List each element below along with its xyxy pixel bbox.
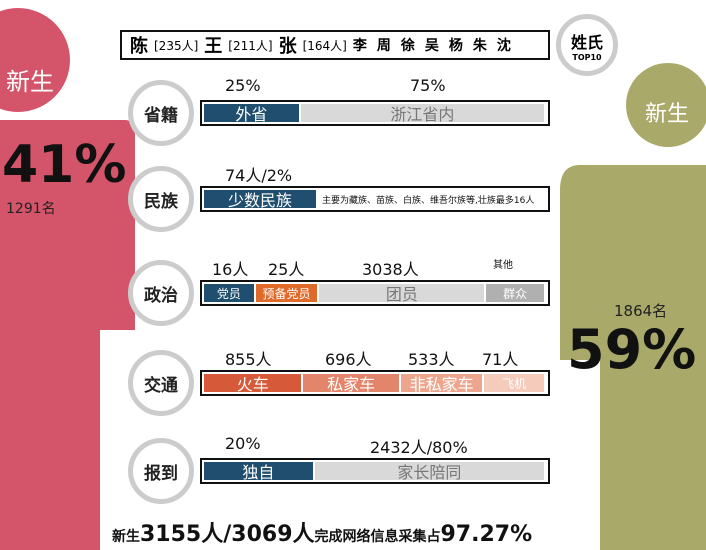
top-label: 25% bbox=[225, 76, 261, 95]
top-label: 74人/2% bbox=[225, 166, 293, 185]
footer-text: 完成网络信息采集占 bbox=[314, 529, 441, 545]
surname: 周 bbox=[376, 38, 391, 54]
surname: 徐 bbox=[400, 38, 415, 54]
segment: 家长陪同 bbox=[314, 462, 544, 482]
row-label: 交通 bbox=[128, 350, 194, 416]
segment: 浙江省内 bbox=[300, 104, 544, 124]
segment: 飞机 bbox=[484, 374, 544, 392]
bar: 少数民族 主要为藏族、苗族、白族、维吾尔族等,壮族最多16人 bbox=[200, 186, 550, 212]
surname: 杨 bbox=[448, 38, 463, 54]
top-label: 2432人/80% bbox=[370, 438, 468, 457]
top-label: 696人 bbox=[325, 350, 372, 369]
top-label: 3038人 bbox=[362, 260, 419, 279]
surname: 张 bbox=[278, 36, 297, 57]
row-label: 省籍 bbox=[128, 80, 194, 146]
top-label: 16人 bbox=[212, 260, 249, 279]
surname: 陈 bbox=[130, 36, 148, 57]
surname-bar: 陈 [235人] 王 [211人] 张 [164人] 李周徐吴杨朱沈 bbox=[120, 30, 550, 60]
surname: 沈 bbox=[496, 38, 511, 54]
surname: 王 bbox=[204, 36, 223, 57]
segment: 独自 bbox=[204, 462, 313, 482]
segment: 少数民族 bbox=[204, 190, 316, 210]
surname: 吴 bbox=[424, 38, 439, 54]
surname: 李 bbox=[352, 38, 367, 54]
bar: 火车 私家车 非私家车 飞机 bbox=[200, 370, 550, 396]
badge-title: 姓氏 bbox=[570, 33, 603, 52]
top-label: 855人 bbox=[225, 350, 272, 369]
footer-text: 新生 bbox=[112, 529, 140, 545]
segment: 团员 bbox=[319, 284, 485, 304]
left-count: 1291名 bbox=[6, 201, 56, 217]
surname-count: [211人] bbox=[228, 38, 273, 53]
footer-percent: 97.27% bbox=[440, 522, 533, 547]
surname: 朱 bbox=[472, 38, 487, 54]
segment: 预备党员 bbox=[255, 284, 318, 302]
right-count: 1864名 bbox=[614, 302, 668, 320]
top-label: 20% bbox=[225, 434, 261, 453]
top-label: 其他 bbox=[493, 260, 513, 271]
bar: 党员 预备党员 团员 群众 bbox=[200, 280, 550, 306]
top-label: 25人 bbox=[268, 260, 305, 279]
segment: 外省 bbox=[204, 104, 299, 124]
bar: 独自 家长陪同 bbox=[200, 458, 550, 484]
row-label: 民族 bbox=[128, 166, 194, 232]
top-label: 75% bbox=[410, 76, 446, 95]
top-label: 71人 bbox=[482, 350, 519, 369]
badge-sub: TOP10 bbox=[572, 53, 602, 62]
badge: 姓氏 TOP10 bbox=[556, 14, 618, 76]
segment: 党员 bbox=[204, 284, 254, 302]
right-label: 新生 bbox=[645, 102, 690, 127]
right-percent: 59% bbox=[567, 318, 697, 381]
surname-count: [164人] bbox=[302, 38, 347, 53]
note: 主要为藏族、苗族、白族、维吾尔族等,壮族最多16人 bbox=[322, 195, 535, 206]
footer-count: 3155人/3069人 bbox=[140, 522, 315, 547]
row-label: 报到 bbox=[128, 438, 194, 504]
segment: 火车 bbox=[204, 374, 302, 394]
bar: 外省 浙江省内 bbox=[200, 100, 550, 126]
left-percent: 41% bbox=[2, 135, 127, 195]
footer: 新生3155人/3069人完成网络信息采集占97.27% bbox=[112, 516, 532, 548]
other-surnames: 李周徐吴杨朱沈 bbox=[353, 35, 511, 55]
left-label: 新生 bbox=[6, 68, 54, 96]
top-label: 533人 bbox=[408, 350, 455, 369]
segment: 私家车 bbox=[303, 374, 399, 394]
surname-count: [235人] bbox=[154, 38, 199, 53]
segment: 非私家车 bbox=[400, 374, 483, 394]
row-label: 政治 bbox=[128, 260, 194, 326]
segment: 群众 bbox=[486, 284, 544, 302]
